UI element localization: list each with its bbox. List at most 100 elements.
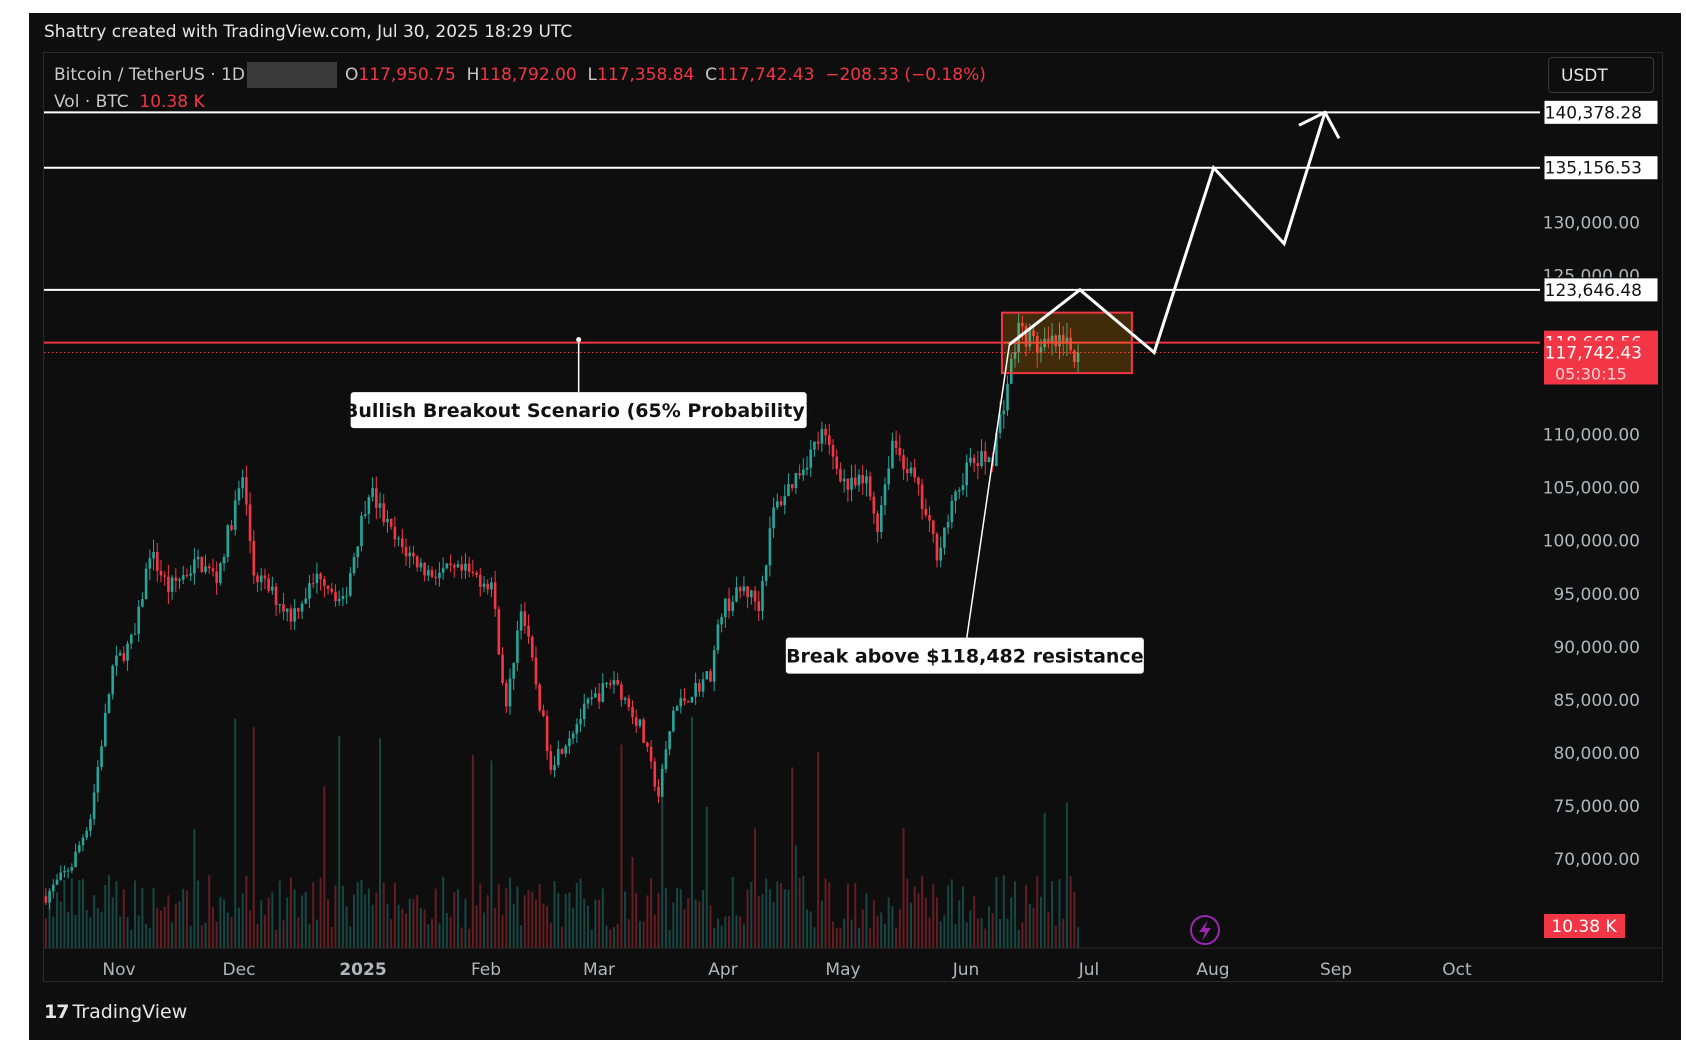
volume-bar (230, 917, 233, 948)
volume-bar (249, 910, 252, 948)
currency-button[interactable]: USDT (1548, 57, 1654, 93)
volume-badge-text: 10.38 K (1551, 917, 1617, 937)
candle-body (478, 574, 482, 587)
volume-bar (133, 880, 136, 948)
candle-body (441, 568, 445, 573)
tradingview-logo-icon[interactable]: 𝟭𝟳 (44, 1001, 69, 1023)
candle-body (245, 477, 248, 505)
volume-bar (204, 922, 207, 948)
volume-bar (490, 760, 493, 948)
candle-body (831, 444, 835, 457)
volume-bar (973, 895, 976, 948)
horizontal-levels[interactable] (44, 111, 1540, 353)
candle-body (816, 441, 820, 444)
candle-body (337, 598, 341, 602)
annotation-box[interactable] (350, 392, 807, 429)
lightning-icon[interactable] (1190, 915, 1220, 945)
y-tick-label: 100,000.00 (1543, 532, 1640, 552)
candle-body (943, 527, 946, 548)
candle-body (77, 845, 81, 852)
candle-body (776, 501, 779, 508)
legend-row-ohlc: Bitcoin / TetherUS · 1D O117,950.75 H118,… (54, 62, 986, 88)
symbol-name[interactable]: Bitcoin / TetherUS · 1D (54, 65, 246, 85)
candle-body (894, 440, 898, 449)
candle-body (293, 608, 296, 622)
footer-logo-text[interactable]: TradingView (72, 1001, 188, 1023)
volume-bar (63, 879, 66, 948)
volume-bar (67, 911, 70, 948)
volume-bar (1013, 881, 1016, 948)
annotation-box[interactable] (785, 637, 1144, 674)
candle-body (649, 746, 653, 762)
open-label: O (345, 65, 359, 85)
candle-body (545, 715, 549, 752)
candle-body (865, 476, 868, 484)
candle-body (790, 484, 794, 489)
candle-body (827, 435, 831, 445)
candle-body (679, 698, 683, 707)
projection-layer[interactable] (1008, 110, 1341, 356)
candle-body (122, 653, 126, 661)
annotation-layer[interactable]: Bullish Breakout Scenario (65% Probabili… (344, 337, 1144, 674)
candle-body (1013, 352, 1017, 359)
candle-body (1035, 336, 1039, 354)
volume-bar (263, 915, 266, 948)
volume-bar (1002, 875, 1005, 948)
volume-bar (1058, 879, 1061, 948)
candle-body (935, 533, 939, 561)
volume-bar (115, 881, 118, 948)
volume-bar (289, 877, 292, 948)
y-tick-label: 105,000.00 (1543, 479, 1640, 499)
candle-body (824, 428, 827, 436)
candle-body (464, 563, 467, 571)
price-badges: 140,378.28135,156.53123,646.48118,668.56… (1543, 99, 1659, 938)
volume-bar (939, 921, 942, 948)
candle-body (820, 428, 824, 444)
volume-bar (223, 899, 226, 948)
candle-body (349, 573, 352, 596)
annotation-anchor-dot (576, 337, 582, 343)
consolidation-box-layer[interactable] (1000, 311, 1133, 375)
volume-bar (858, 927, 861, 948)
high-label: H (466, 65, 480, 85)
y-tick-label: 80,000.00 (1553, 744, 1640, 764)
volume-bar (375, 892, 378, 948)
candle-body (590, 697, 593, 699)
volume-bar (178, 901, 181, 948)
candle-body (594, 693, 597, 698)
volume-bar (698, 901, 701, 948)
consolidation-box[interactable] (1000, 311, 1133, 375)
volume-bar (713, 927, 716, 948)
candle-body (482, 583, 486, 587)
candle-body (1061, 334, 1065, 344)
volume-bar (646, 895, 649, 948)
candle-body (504, 683, 508, 707)
candle-body (415, 556, 419, 568)
candle-body (100, 746, 103, 768)
projection-path[interactable] (1008, 111, 1327, 356)
time-axis[interactable]: Nov Dec 2025 Feb Mar Apr May Jun Jul Aug Sep Oct (44, 947, 1662, 980)
volume-bar (1051, 881, 1054, 948)
volume-bar (620, 744, 623, 948)
candle-body (605, 682, 608, 684)
volume-bar (523, 895, 526, 948)
candle-body (323, 578, 326, 586)
volume-bar (542, 903, 545, 948)
volume-bar (750, 881, 753, 948)
volume-bar (832, 921, 835, 948)
candle-body (638, 719, 642, 726)
volume-label[interactable]: Vol · BTC (54, 92, 129, 112)
volume-bar (943, 915, 946, 948)
volume-bar (267, 897, 270, 948)
y-tick-label: 110,000.00 (1543, 426, 1640, 446)
candle-body (794, 473, 798, 489)
candle-body (404, 547, 408, 557)
volume-bar (70, 878, 73, 948)
price-axis[interactable]: 130,000.00125,000.00110,000.00105,000.00… (1543, 213, 1640, 870)
chart-area[interactable] (43, 52, 1663, 982)
volume-badge (1544, 914, 1625, 938)
volume-bar (508, 877, 511, 948)
candle-body (300, 603, 304, 612)
volume-bar (234, 718, 237, 948)
